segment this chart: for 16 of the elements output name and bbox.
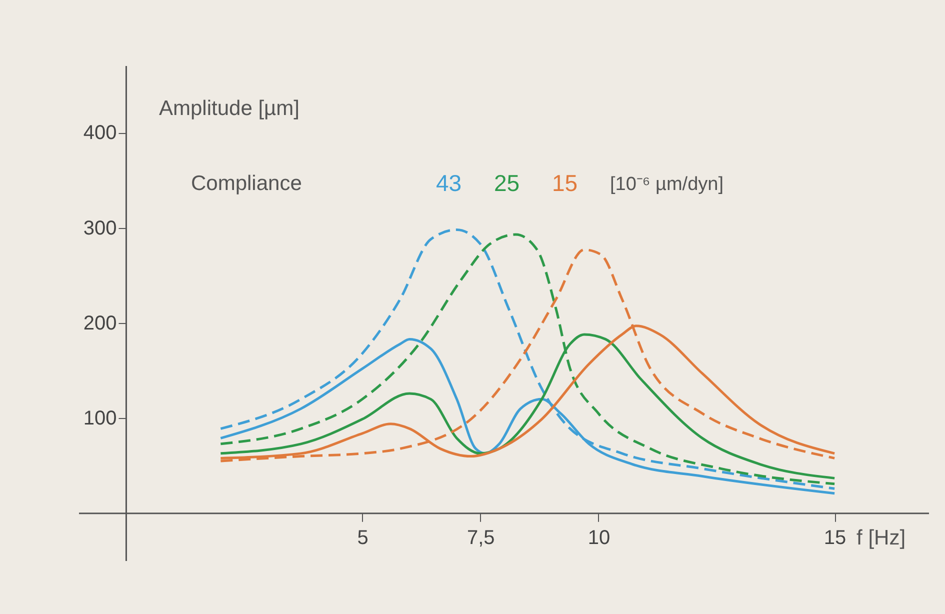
y-tick-label: 300 — [83, 217, 117, 240]
line-series — [219, 248, 836, 462]
x-tick-label: 15 — [824, 526, 846, 549]
y-tick-label: 200 — [83, 312, 117, 335]
x-axis-title: f [Hz] — [856, 526, 906, 550]
x-tick-label: 10 — [588, 526, 610, 549]
y-tick-label: 400 — [83, 122, 117, 144]
x-tick-label: 7,5 — [466, 526, 495, 549]
y-axis-title: Amplitude [µm] — [159, 97, 300, 120]
annotation: [10⁻⁶ µm/dyn] — [610, 174, 724, 195]
y-tick-label: 100 — [83, 408, 117, 430]
text: 15 — [552, 170, 578, 196]
legend-title: Compliance — [191, 172, 302, 195]
series-label: 25 — [494, 170, 520, 196]
series-label: 43 — [436, 170, 462, 196]
x-tick-label: 5 — [357, 526, 368, 549]
